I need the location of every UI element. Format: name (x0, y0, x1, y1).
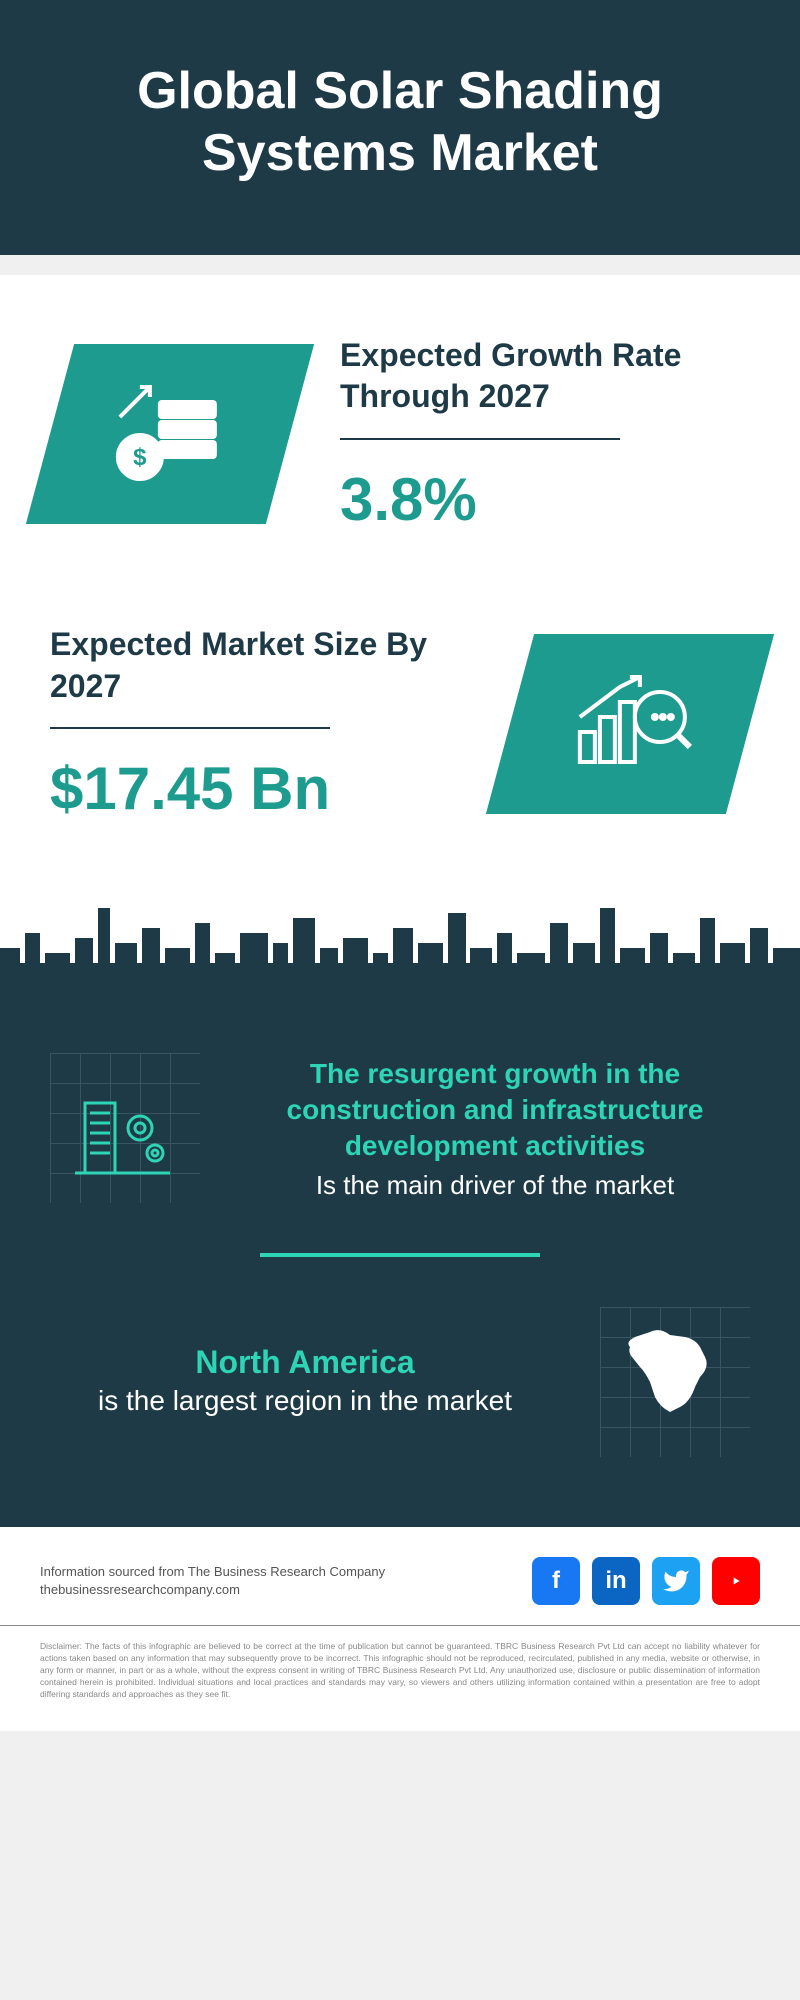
divider (340, 438, 620, 440)
stat-market-size: Expected Market Size By 2027 $17.45 Bn (50, 624, 750, 823)
header: Global Solar Shading Systems Market (0, 0, 800, 255)
market-text: Expected Market Size By 2027 $17.45 Bn (50, 624, 460, 823)
insights-section: The resurgent growth in the construction… (0, 1003, 800, 1527)
footer-source: Information sourced from The Business Re… (40, 1563, 385, 1599)
spacer (0, 255, 800, 275)
region-text: North America is the largest region in t… (50, 1344, 560, 1420)
linkedin-icon[interactable]: in (592, 1557, 640, 1605)
region-highlight: North America (50, 1344, 560, 1381)
source-text: Information sourced from The Business Re… (40, 1563, 385, 1581)
twitter-icon[interactable] (652, 1557, 700, 1605)
map-icon (600, 1307, 750, 1457)
market-icon-box (486, 634, 774, 814)
source-url: thebusinessresearchcompany.com (40, 1581, 385, 1599)
svg-text:$: $ (133, 444, 147, 471)
facebook-icon[interactable]: f (532, 1557, 580, 1605)
footer: Information sourced from The Business Re… (0, 1527, 800, 1626)
money-growth-icon: $ (105, 372, 235, 497)
market-label: Expected Market Size By 2027 (50, 624, 460, 707)
divider (260, 1253, 540, 1257)
disclaimer-text: Disclaimer: The facts of this infographi… (0, 1626, 800, 1730)
divider (50, 727, 330, 729)
youtube-icon[interactable] (712, 1557, 760, 1605)
region-info: North America is the largest region in t… (50, 1307, 750, 1457)
market-driver: The resurgent growth in the construction… (50, 1053, 750, 1203)
growth-text: Expected Growth Rate Through 2027 3.8% (340, 335, 750, 534)
stat-growth-rate: $ Expected Growth Rate Through 2027 3.8% (50, 335, 750, 534)
driver-highlight: The resurgent growth in the construction… (240, 1056, 750, 1165)
region-sub: is the largest region in the market (50, 1381, 560, 1420)
skyline-silhouette (0, 883, 800, 1003)
social-icons: f in (532, 1557, 760, 1605)
stats-section: $ Expected Growth Rate Through 2027 3.8% (0, 275, 800, 883)
construction-icon (50, 1053, 200, 1203)
growth-value: 3.8% (340, 465, 750, 534)
main-title: Global Solar Shading Systems Market (40, 60, 760, 185)
infographic-container: Global Solar Shading Systems Market $ (0, 0, 800, 1731)
driver-text: The resurgent growth in the construction… (240, 1056, 750, 1201)
growth-icon-box: $ (26, 344, 314, 524)
chart-analysis-icon (565, 661, 695, 786)
market-value: $17.45 Bn (50, 754, 460, 823)
driver-sub: Is the main driver of the market (240, 1170, 750, 1201)
growth-label: Expected Growth Rate Through 2027 (340, 335, 750, 418)
